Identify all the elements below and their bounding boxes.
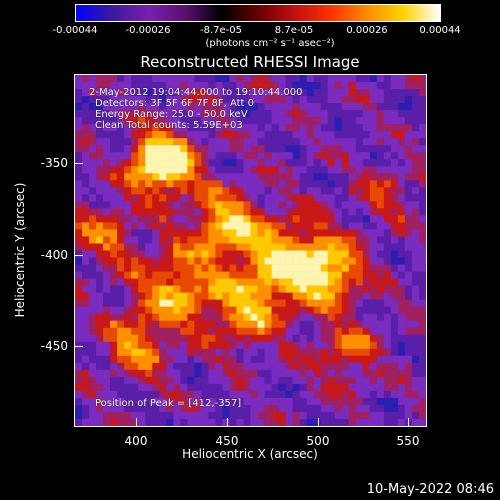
y-tick-label: -400 [40, 248, 68, 262]
detectors-text: Detectors: 3F 5F 6F 7F 8F, Att 0 [95, 98, 255, 109]
colorbar-tick-label: 8.7e-05 [274, 25, 314, 36]
x-axis-label: Heliocentric X (arcsec) [182, 447, 318, 461]
x-tick-mark [227, 418, 228, 426]
x-tick-mark [318, 418, 319, 426]
colorbar-tick-label: 0.00026 [346, 25, 388, 36]
reconstructed-image [75, 75, 426, 426]
colorbar [75, 4, 441, 22]
x-tick-label: 400 [124, 434, 148, 448]
y-tick-mark [75, 163, 83, 164]
image-title: Reconstructed RHESSI Image [140, 53, 360, 71]
image-pixels [75, 75, 426, 426]
colorbar-units: (photons cm⁻² s⁻¹ asec⁻²) [205, 38, 335, 49]
x-tick-label: 500 [306, 434, 330, 448]
x-tick-mark [136, 418, 137, 426]
time-range-text: 2-May-2012 19:04:44.000 to 19:10:44.000 [89, 87, 303, 98]
colorbar-tick-label: -8.7e-05 [200, 25, 242, 36]
energy-range-text: Energy Range: 25.0 - 50.0 keV [95, 109, 248, 120]
y-tick-mark [75, 346, 83, 347]
peak-position-text: Position of Peak = [412,-357] [95, 398, 242, 409]
y-tick-label: -350 [40, 156, 68, 170]
x-tick-label: 450 [215, 434, 239, 448]
image-plot: 2-May-2012 19:04:44.000 to 19:10:44.000 … [74, 74, 427, 427]
plot-timestamp: 10-May-2022 08:46 [366, 482, 494, 497]
y-tick-mark [75, 255, 83, 256]
clean-counts-text: Clean Total counts: 5.59E+03 [95, 120, 243, 131]
x-tick-mark [408, 418, 409, 426]
colorbar-tick-label: -0.00044 [52, 25, 98, 36]
y-tick-label: -450 [40, 339, 68, 353]
y-axis-label: Heliocentric Y (arcsec) [13, 182, 27, 318]
colorbar-tick-label: 0.00044 [419, 25, 461, 36]
colorbar-tick-label: -0.00026 [125, 25, 171, 36]
x-tick-label: 550 [396, 434, 420, 448]
